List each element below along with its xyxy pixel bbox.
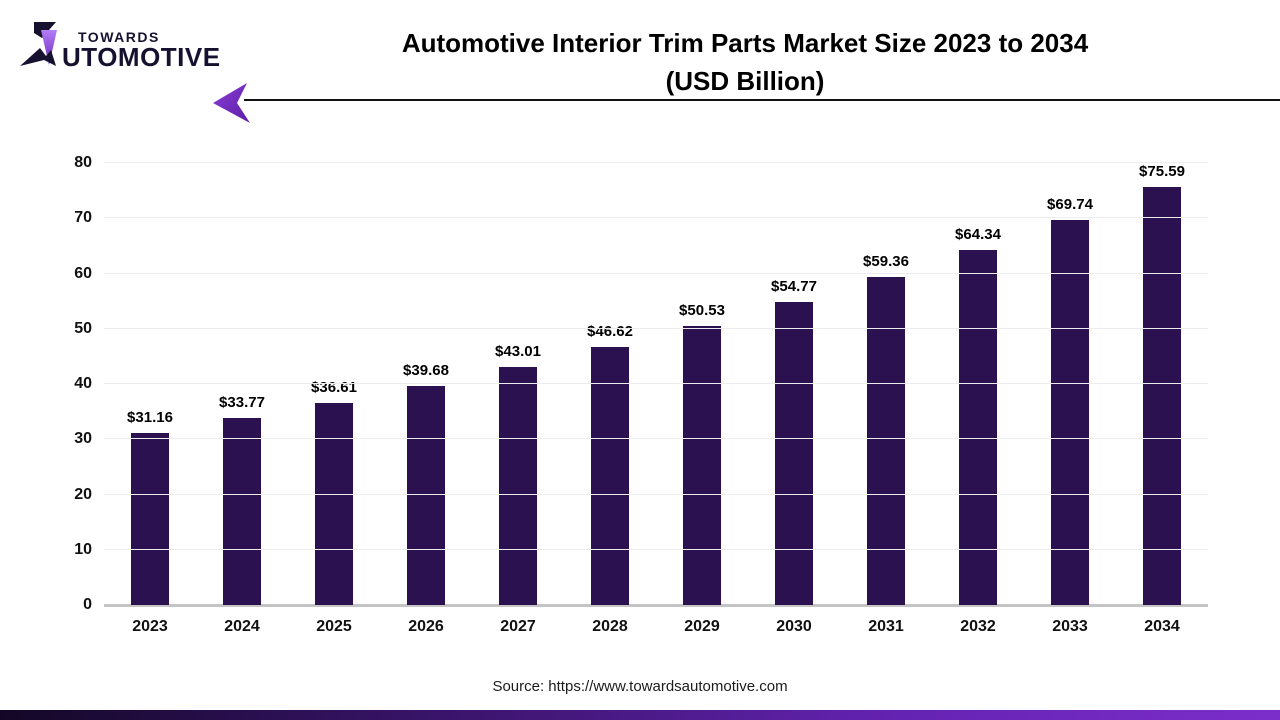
x-tick-label-2026: 2026: [408, 618, 444, 635]
x-tick-label-2034: 2034: [1144, 618, 1180, 635]
x-tick-label-2030: 2030: [776, 618, 812, 635]
y-tick-label-0: 0: [83, 596, 92, 613]
y-tick-label-70: 70: [74, 209, 92, 227]
bar-value-label-2024: $33.77: [219, 394, 265, 412]
bar-value-label-2030: $54.77: [771, 278, 817, 296]
gridline-80: [104, 162, 1208, 163]
bar-group-2024: $33.77: [219, 394, 265, 605]
y-tick-label-30: 30: [74, 430, 92, 448]
y-tick-label-20: 20: [74, 485, 92, 503]
bar-value-label-2033: $69.74: [1047, 195, 1093, 213]
bar-2031: [866, 277, 905, 605]
bar-group-2033: $69.74: [1047, 196, 1093, 605]
bar-2027: [498, 367, 537, 605]
x-axis-line: [104, 604, 1208, 607]
chart-title-line1: Automotive Interior Trim Parts Market Si…: [401, 28, 1089, 58]
gridline-20: [104, 493, 1208, 495]
bar-2026: [406, 385, 445, 605]
gridline-70: [104, 217, 1208, 219]
logo-towards-text: TOWARDS: [78, 29, 160, 45]
x-tick-label-2033: 2033: [1052, 618, 1088, 635]
bar-group-2027: $43.01: [495, 343, 541, 605]
x-tick-label-2023: 2023: [132, 618, 168, 635]
bar-group-2029: $50.53: [679, 302, 725, 605]
bar-2023: [130, 432, 169, 605]
bar-value-label-2027: $43.01: [495, 343, 541, 361]
bar-2034: [1142, 187, 1181, 605]
bar-value-label-2023: $31.16: [127, 408, 173, 426]
x-tick-label-2028: 2028: [592, 618, 628, 635]
bar-series: $31.16 $33.77 $36.61 $39.68 $43.01 $46.62 $50.…: [104, 163, 1208, 605]
bar-group-2028: $46.62: [587, 323, 633, 605]
x-axis-labels: 2023 2024 2025 2026 2027 2028 2029 2030 2031 2032…: [104, 618, 1208, 636]
bar-value-label-2029: $50.53: [679, 301, 725, 319]
bottom-gradient-bar: [0, 710, 1280, 720]
bar-group-2034: $75.59: [1139, 163, 1185, 605]
y-tick-label-40: 40: [74, 375, 92, 392]
bar-2029: [682, 325, 721, 605]
gridline-60: [104, 272, 1208, 274]
y-tick-label-50: 50: [74, 319, 92, 337]
logo-utomotive-text: UTOMOTIVE: [62, 42, 221, 72]
chart-title-line2: (USD Billion): [665, 66, 825, 96]
x-tick-label-2029: 2029: [684, 618, 720, 635]
bar-2025: [314, 402, 353, 605]
x-tick-label-2031: 2031: [868, 618, 904, 635]
bar-2028: [590, 347, 629, 605]
bar-value-label-2031: $59.36: [863, 253, 909, 271]
x-tick-label-2032: 2032: [960, 618, 996, 635]
header-divider-line: [244, 99, 1280, 101]
bar-value-label-2025: $36.61: [311, 378, 357, 396]
y-tick-label-60: 60: [74, 264, 92, 282]
towards-automotive-logo: TOWARDS UTOMOTIVE: [18, 20, 221, 72]
gridline-30: [104, 438, 1208, 440]
bar-group-2030: $54.77: [771, 278, 817, 605]
bar-2024: [222, 418, 261, 605]
bar-2032: [958, 249, 997, 605]
bar-group-2023: $31.16: [127, 409, 173, 605]
y-tick-label-10: 10: [74, 540, 92, 558]
x-tick-label-2027: 2027: [500, 618, 536, 635]
gridline-40: [104, 383, 1208, 384]
x-tick-label-2025: 2025: [316, 618, 352, 635]
bar-group-2032: $64.34: [955, 226, 1001, 605]
bar-chart-plot-area: $31.16 $33.77 $36.61 $39.68 $43.01 $46.62 $50.…: [104, 162, 1208, 607]
gridline-50: [104, 327, 1208, 329]
bar-value-label-2032: $64.34: [955, 225, 1001, 243]
bar-value-label-2034: $75.59: [1139, 163, 1185, 181]
x-tick-label-2024: 2024: [224, 618, 260, 635]
bar-group-2026: $39.68: [403, 362, 449, 605]
bar-2033: [1050, 219, 1089, 605]
left-arrow-icon: [213, 83, 250, 123]
source-text: Source: https://www.towardsautomotive.co…: [492, 678, 788, 695]
bar-value-label-2026: $39.68: [403, 361, 449, 379]
bar-group-2025: $36.61: [311, 379, 357, 605]
logo-a-mark: [20, 22, 57, 66]
chart-title: Automotive Interior Trim Parts Market Si…: [250, 24, 1240, 100]
bar-group-2031: $59.36: [863, 253, 909, 605]
gridline-10: [104, 548, 1208, 550]
bar-value-label-2028: $46.62: [587, 323, 633, 341]
y-tick-label-80: 80: [74, 154, 92, 171]
bar-2030: [774, 302, 813, 605]
y-axis-labels: 0 10 20 30 40 50 60 70 80: [40, 154, 92, 613]
